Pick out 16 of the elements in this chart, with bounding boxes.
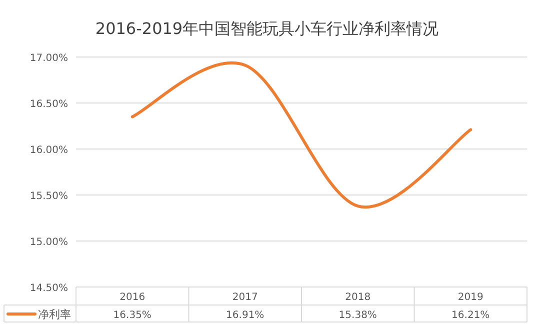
text: 16.35% — [113, 310, 152, 321]
legend-label: 净利率 — [38, 308, 71, 321]
y-tick-label: 16.50% — [30, 99, 68, 110]
y-tick-label: 16.00% — [30, 145, 68, 156]
y-tick-label: 15.50% — [30, 191, 68, 202]
x-tick-label: 2018 — [345, 292, 371, 303]
text: 15.38% — [338, 310, 377, 321]
text: 16.21% — [452, 310, 490, 321]
text: 16.91% — [226, 310, 264, 321]
y-tick-label: 15.00% — [30, 237, 68, 248]
title: 2016-2019年中国智能玩具小车行业净利率情况 — [95, 19, 439, 38]
y-tick-label: 17.00% — [30, 53, 68, 64]
y-tick-label: 14.50% — [30, 283, 68, 294]
x-tick-label: 2019 — [458, 292, 484, 303]
x-tick-label: 2017 — [232, 292, 258, 303]
x-tick-label: 2016 — [120, 292, 146, 303]
